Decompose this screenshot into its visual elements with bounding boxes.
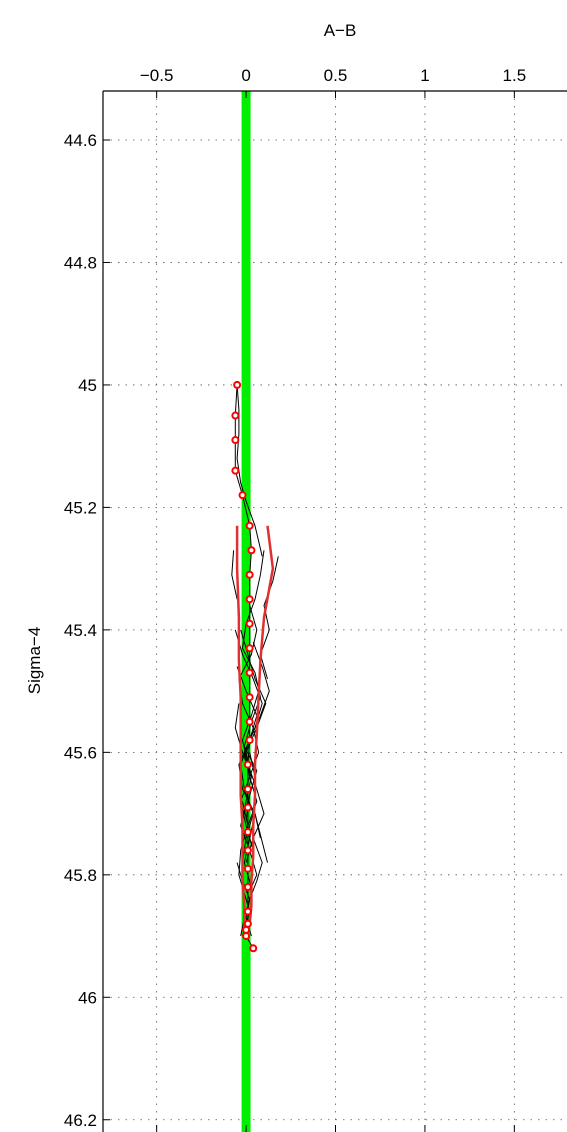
mean-profile-point: [243, 907, 252, 916]
mean-profile-point: [245, 570, 254, 579]
mean-profile-point: [243, 864, 252, 873]
x-tick-label: 0.5: [324, 66, 348, 85]
mean-profile-point: [245, 595, 254, 604]
individual-profile-line: [240, 752, 268, 889]
mean-profile-point: [245, 619, 254, 628]
mean-profile-point: [243, 883, 252, 892]
axis-ticks: −0.5 0 0.5 1 1.5 44.6 44.8 45 45.2 45.4 45.6 45.8 46…: [64, 66, 526, 1132]
mean-profile-point: [247, 546, 256, 555]
mean-profile-point: [243, 760, 252, 769]
y-tick-label: 45.8: [64, 866, 97, 885]
mean-profile-point: [249, 944, 258, 953]
mean-profile-point: [243, 785, 252, 794]
y-tick-label: 46: [78, 988, 97, 1007]
mean-profile-point: [231, 411, 240, 420]
x-tick-label: −0.5: [140, 66, 174, 85]
mean-profile-point: [233, 380, 242, 389]
x-axis-label: A−B: [324, 21, 357, 40]
individual-profile-line: [240, 629, 267, 777]
envelope-line-right: [246, 525, 275, 931]
individual-profile-line: [231, 550, 238, 600]
mean-profile-point: [245, 736, 254, 745]
mean-profile-point: [238, 491, 247, 500]
mean-profile-point: [243, 919, 252, 928]
mean-profile-point: [242, 932, 251, 941]
mean-profile-point: [243, 827, 252, 836]
mean-profile-point: [245, 668, 254, 677]
y-tick-label: 44.8: [64, 253, 97, 272]
y-tick-label: 45.2: [64, 498, 97, 517]
x-tick-label: 1.5: [503, 66, 527, 85]
mean-profile-point: [242, 925, 251, 934]
x-tick-label: 0: [241, 66, 250, 85]
mean-profile-point: [243, 803, 252, 812]
mean-profile-point: [243, 846, 252, 855]
y-tick-label: 46.2: [64, 1111, 97, 1130]
mean-profile-point: [245, 717, 254, 726]
mean-profile-point: [245, 693, 254, 702]
mean-profile-point: [245, 644, 254, 653]
x-tick-label: 1: [420, 66, 429, 85]
mean-profile-point: [231, 466, 240, 475]
mean-profile-point: [245, 521, 254, 530]
y-tick-label: 45.6: [64, 743, 97, 762]
plot-area: [231, 91, 279, 1132]
y-axis-label: Sigma−4: [25, 627, 44, 695]
y-tick-label: 45.4: [64, 621, 97, 640]
mean-profile-point: [231, 436, 240, 445]
y-tick-label: 44.6: [64, 131, 97, 150]
envelope-line-left: [235, 525, 248, 931]
y-tick-label: 45: [78, 376, 97, 395]
